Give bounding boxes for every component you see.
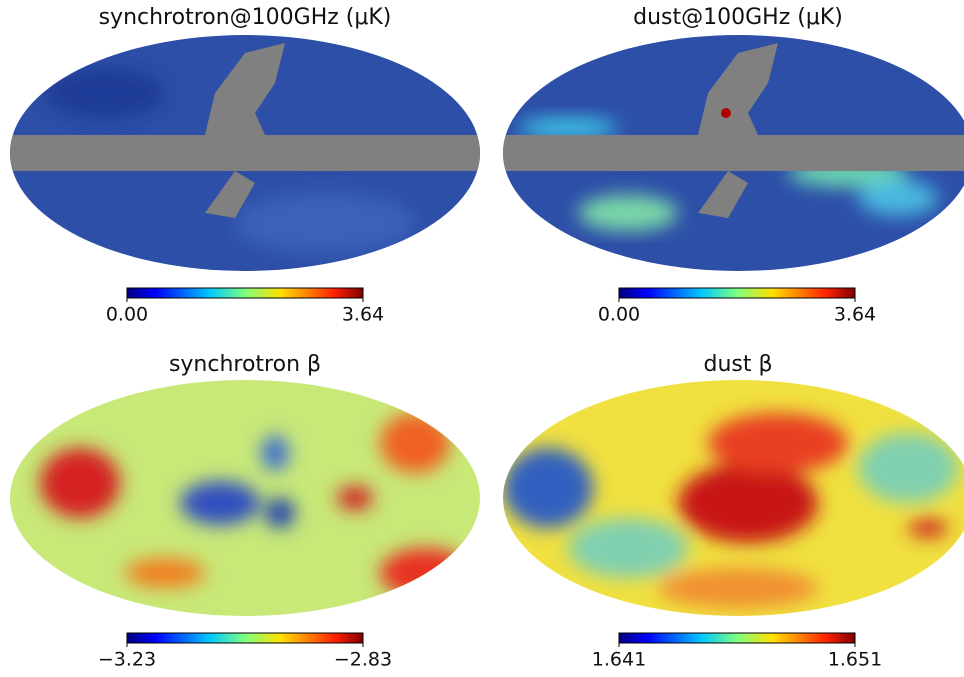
- map: [503, 35, 964, 271]
- panel-title: dust β: [703, 352, 772, 377]
- map: [503, 380, 964, 616]
- panel-title: dust@100GHz (μK): [633, 5, 843, 30]
- colorbar-tick-label: 0.00: [106, 304, 148, 326]
- colorbar-tick-label: −2.83: [334, 649, 392, 671]
- colorbar: [126, 287, 364, 299]
- colorbar-tick-label: 3.64: [834, 304, 876, 326]
- map: [10, 35, 480, 271]
- colorbar-tick-label: −3.23: [98, 649, 156, 671]
- colorbar: [618, 287, 856, 299]
- panel-title: synchrotron@100GHz (μK): [99, 5, 392, 30]
- colorbar: [126, 632, 364, 644]
- colorbar-tick-label: 3.64: [342, 304, 384, 326]
- colorbar-tick-label: 1.641: [592, 649, 646, 671]
- colorbar-tick-label: 0.00: [598, 304, 640, 326]
- colorbar-tick-label: 1.651: [828, 649, 882, 671]
- colorbar: [618, 632, 856, 644]
- panel-title: synchrotron β: [169, 352, 321, 377]
- map: [10, 380, 480, 616]
